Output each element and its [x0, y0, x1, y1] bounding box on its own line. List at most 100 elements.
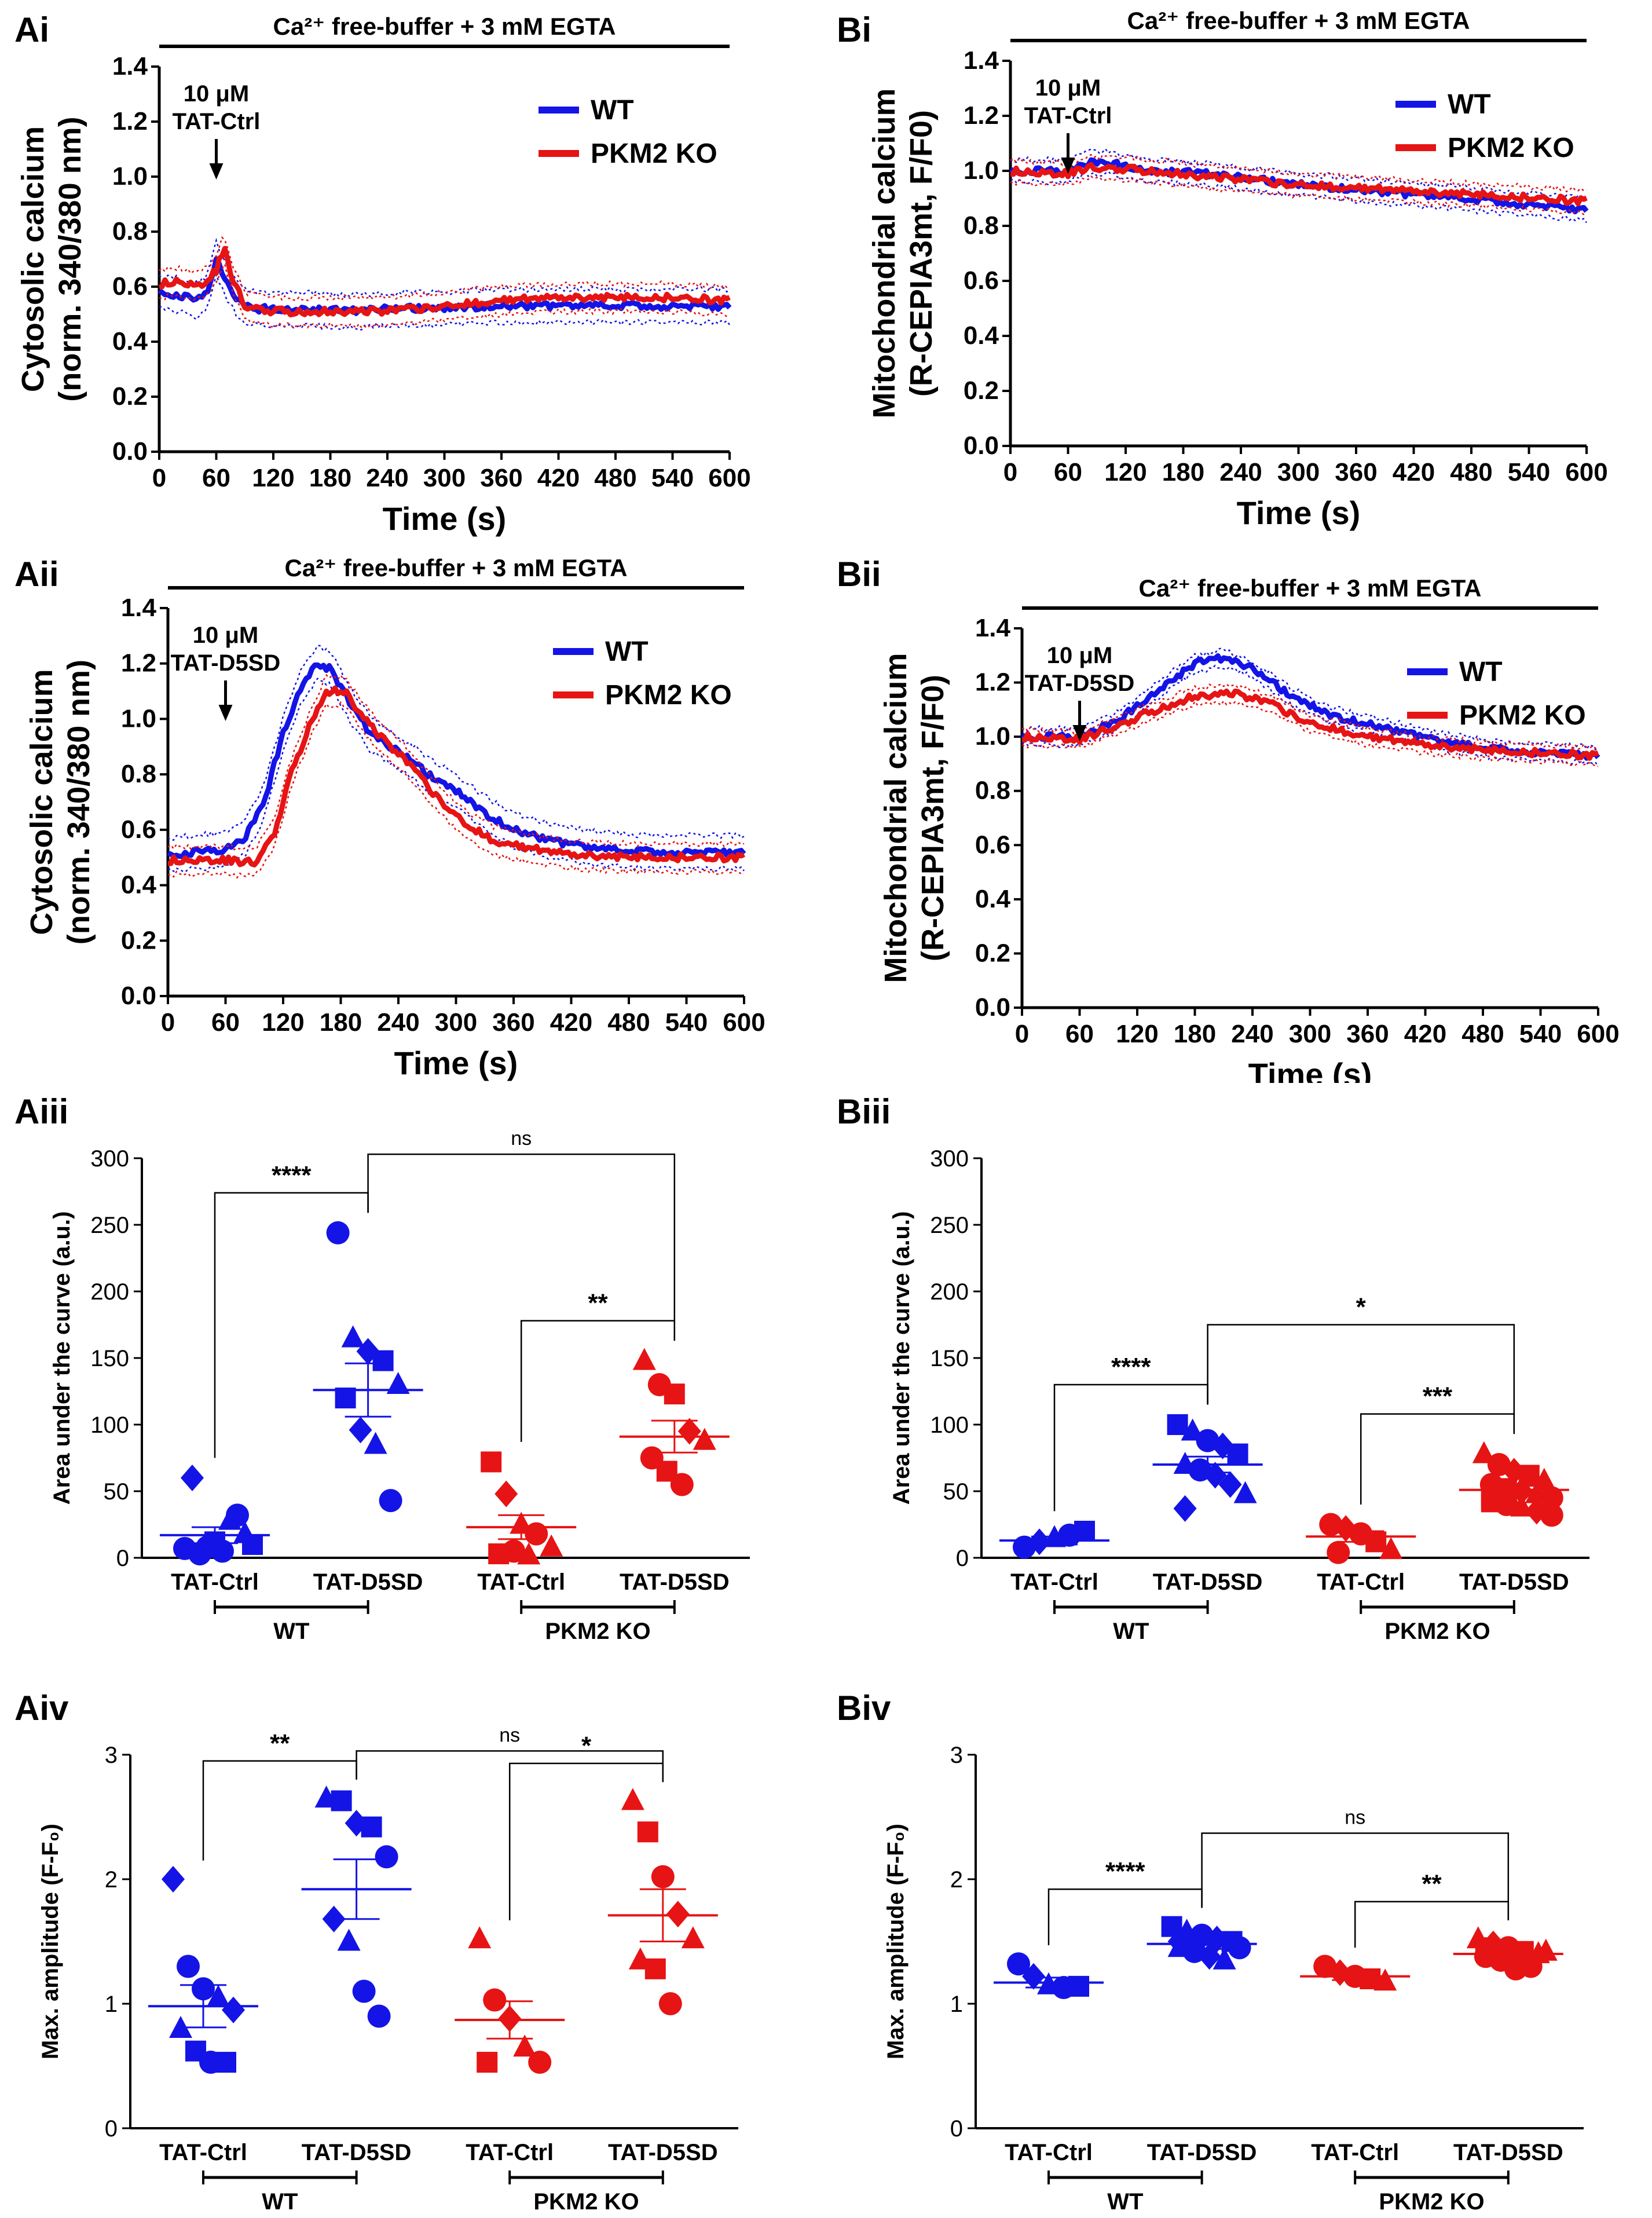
data-point-circle: [1504, 1957, 1528, 1981]
data-point-triangle: [517, 1542, 541, 1565]
y-tick-label: 0.2: [121, 926, 156, 954]
y-axis-title: Cytosolic calcium(norm. 340/380 nm): [16, 116, 87, 401]
legend-label-wt: WT: [591, 95, 634, 126]
data-point-circle: [367, 2004, 391, 2028]
y-tick-label: 200: [90, 1279, 129, 1305]
x-tick-label: 420: [1404, 1020, 1446, 1048]
group-label: WT: [262, 2189, 298, 2215]
y-tick-label: 1.0: [975, 722, 1010, 751]
significance-label: ****: [272, 1161, 312, 1189]
group-label: PKM2 KO: [1384, 1619, 1490, 1644]
data-point-circle: [1327, 1540, 1350, 1564]
significance-label: ns: [1345, 1806, 1365, 1828]
y-tick-label: 3: [950, 1743, 963, 1768]
series-upper-band-ko: [1010, 153, 1587, 193]
y-tick-label: 0.4: [121, 871, 157, 899]
x-tick-label: 600: [1577, 1020, 1619, 1048]
y-axis-title: Max. amplitude (F-F₀): [883, 1824, 909, 2059]
data-point-square: [477, 2052, 498, 2073]
annotation-dose: 10 μM: [184, 81, 249, 107]
significance-label: ***: [1423, 1382, 1453, 1411]
condition-label: Ca²⁺ free-buffer + 3 mM EGTA: [285, 554, 628, 581]
panel-aiv: Aiv 0 1 2 3 Max. amplitude (F-F₀) TAT-Ctrl TAT-…: [14, 1689, 738, 2215]
x-axis-title: Time (s): [383, 500, 507, 537]
x-tick-label: 180: [1174, 1020, 1216, 1048]
significance-label: *: [581, 1732, 592, 1760]
x-tick-label: 300: [1289, 1020, 1331, 1048]
y-axis-title: Max. amplitude (F-F₀): [38, 1824, 63, 2059]
y-tick-label: 250: [930, 1213, 969, 1238]
annotation-arrow-head: [209, 163, 224, 180]
x-tick-label: 540: [1519, 1020, 1562, 1048]
data-point-diamond: [1203, 1462, 1227, 1489]
significance-label: **: [588, 1289, 608, 1317]
data-point-diamond: [677, 1418, 701, 1445]
y-tick-label: 1.4: [975, 614, 1011, 642]
significance-label: *: [1356, 1293, 1367, 1322]
significance-label: ****: [1105, 1857, 1145, 1886]
annotation-treatment: TAT-D5SD: [171, 650, 281, 676]
series-upper-band-ko: [1021, 683, 1599, 751]
panel-label: Aiii: [14, 1092, 68, 1131]
group-label: PKM2 KO: [533, 2189, 639, 2215]
category-label: TAT-Ctrl: [171, 1569, 259, 1595]
x-tick-label: 300: [435, 1008, 477, 1037]
group-label: WT: [1113, 1619, 1149, 1644]
data-point-triangle: [1373, 1968, 1397, 1991]
series-line-ko: [1010, 162, 1588, 207]
significance-label: ns: [511, 1128, 532, 1150]
condition-label: Ca²⁺ free-buffer + 3 mM EGTA: [1139, 574, 1482, 602]
x-tick-label: 60: [211, 1008, 240, 1037]
y-tick-label: 2: [105, 1867, 118, 1893]
group-label: WT: [1107, 2189, 1143, 2215]
data-point-triangle: [1213, 1947, 1236, 1970]
panel-label: Bi: [837, 10, 871, 49]
y-tick-label: 100: [930, 1412, 969, 1438]
y-axis-title-line: (R-CEPIA3mt, F/F0): [904, 110, 939, 397]
data-point-triangle: [337, 1928, 361, 1951]
x-tick-label: 120: [1104, 458, 1146, 486]
y-axis-title: Mitochondrial calcium(R-CEPIA3mt, F/F0): [867, 88, 939, 418]
y-tick-label: 0.8: [112, 217, 148, 246]
x-tick-label: 300: [423, 464, 466, 492]
x-tick-label: 240: [1219, 458, 1262, 486]
panel-biii: Biii 0 50 100 150 200 250 300 Area under the cur…: [837, 1092, 1589, 1644]
y-tick-label: 150: [930, 1346, 969, 1371]
panel-aiii: Aiii 0 50 100 150 200 250 300 Area under the cur…: [14, 1092, 750, 1644]
data-point-square: [372, 1350, 394, 1371]
x-tick-label: 420: [1393, 458, 1435, 486]
data-point-circle: [670, 1473, 694, 1496]
legend-label-wt: WT: [1459, 657, 1503, 687]
x-tick-label: 120: [262, 1008, 304, 1037]
x-tick-label: 480: [1461, 1020, 1504, 1048]
y-tick-label: 1.0: [964, 156, 999, 185]
y-tick-label: 0.8: [121, 760, 156, 788]
series-upper-band-wt: [1021, 647, 1599, 751]
series-line-ko: [1021, 688, 1599, 761]
y-tick-label: 0.2: [964, 376, 999, 405]
y-tick-label: 3: [105, 1743, 118, 1768]
y-axis-title-line: Cytosolic calcium: [16, 126, 50, 392]
legend-label-ko: PKM2 KO: [605, 680, 732, 711]
data-point-diamond: [1211, 1432, 1235, 1459]
y-tick-label: 0: [950, 2116, 963, 2142]
y-axis-title-line: Mitochondrial calcium: [867, 88, 902, 418]
panel-label: Aiv: [14, 1689, 69, 1727]
data-point-square: [215, 2052, 236, 2073]
y-tick-label: 0: [116, 1546, 129, 1571]
y-tick-label: 1.4: [121, 594, 157, 622]
category-label: TAT-D5SD: [608, 2140, 718, 2165]
legend-label-ko: PKM2 KO: [591, 138, 717, 169]
x-tick-label: 240: [377, 1008, 419, 1037]
x-tick-label: 360: [1346, 1020, 1389, 1048]
series-line-ko: [159, 246, 731, 317]
x-tick-label: 480: [1450, 458, 1492, 486]
y-tick-label: 0: [105, 2116, 118, 2142]
significance-label: **: [270, 1729, 290, 1758]
y-tick-label: 0.2: [975, 939, 1010, 967]
y-tick-label: 1.2: [975, 668, 1010, 697]
x-tick-label: 60: [1054, 458, 1082, 486]
category-label: TAT-D5SD: [1453, 2140, 1563, 2165]
series-lower-band-ko: [1021, 700, 1599, 767]
x-tick-label: 240: [366, 464, 408, 492]
